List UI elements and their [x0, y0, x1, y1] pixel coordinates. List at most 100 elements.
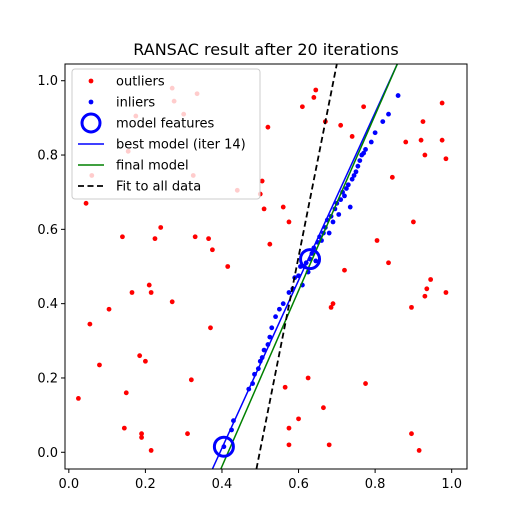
legend-label: model features	[116, 117, 215, 132]
legend-item-outliers: outliers	[88, 75, 165, 90]
legend-marker	[88, 78, 94, 84]
chart-title: RANSAC result after 20 iterations	[133, 40, 398, 59]
outlier-point	[129, 290, 135, 295]
fit-all-line	[255, 64, 338, 469]
inlier-point	[357, 158, 363, 164]
outlier-point	[280, 204, 286, 210]
outlier-point	[158, 225, 164, 230]
inlier-point	[273, 314, 278, 320]
inlier-point	[326, 230, 332, 236]
x-axis: 0.0 0.2 0.4 0.6 0.8 1.0	[58, 469, 462, 492]
axes-frame	[64, 63, 468, 470]
y-axis: 0.0 0.2 0.4 0.6 0.8 1.0	[37, 74, 65, 461]
x-tick-label: 0.8	[365, 477, 386, 492]
outlier-point	[338, 122, 344, 128]
outlier-point	[139, 435, 144, 440]
legend-label: final model	[116, 159, 189, 174]
inlier-point	[347, 204, 353, 210]
outlier-point	[409, 431, 414, 437]
outlier-point	[97, 362, 102, 368]
outlier-point	[363, 381, 368, 386]
legend-item-best-model: best model (iter 14)	[78, 138, 246, 153]
outlier-point	[403, 139, 409, 145]
legend-label: inliers	[116, 96, 155, 111]
outlier-point	[422, 152, 428, 158]
outlier-point	[106, 306, 112, 312]
outlier-point	[374, 238, 380, 243]
outlier-point	[428, 277, 434, 282]
y-tick-label: 0.0	[37, 446, 58, 461]
legend-marker	[88, 99, 94, 105]
outlier-point	[443, 290, 449, 295]
outlier-point	[152, 236, 158, 242]
outlier-point	[349, 134, 355, 139]
inlier-point	[269, 325, 275, 331]
final-model-line	[220, 64, 399, 469]
outlier-point	[311, 95, 317, 100]
model-feature-ring	[212, 435, 235, 458]
outlier-point	[87, 321, 93, 327]
legend-item-inliers: inliers	[88, 96, 155, 111]
model-feature-ring	[299, 248, 322, 271]
outlier-point	[261, 206, 267, 212]
inlier-point	[345, 182, 351, 188]
outlier-point	[286, 442, 292, 448]
outlier-point	[422, 293, 428, 299]
inlier-point	[386, 111, 391, 117]
inlier-point	[363, 147, 368, 152]
outlier-point	[361, 104, 367, 110]
outlier-point	[120, 234, 125, 240]
x-tick-label: 1.0	[441, 477, 462, 492]
y-tick-label: 0.8	[37, 149, 58, 164]
outlier-point	[146, 282, 152, 288]
inlier-point	[361, 150, 367, 156]
outlier-point	[148, 448, 154, 453]
inlier-point	[277, 306, 282, 312]
outlier-point	[185, 431, 190, 437]
inlier-point	[368, 139, 374, 145]
legend: outliers inliers model features best model …	[71, 68, 261, 200]
outlier-point	[411, 219, 416, 225]
inlier-point	[372, 130, 378, 136]
outlier-point	[148, 290, 154, 295]
outlier-point	[188, 377, 194, 383]
outlier-point	[208, 325, 213, 331]
legend-label: Fit to all data	[116, 180, 201, 195]
inlier-point	[261, 347, 267, 353]
y-tick-label: 0.6	[37, 223, 58, 238]
outlier-point	[169, 299, 175, 305]
legend-marker	[80, 112, 102, 134]
inlier-point	[353, 169, 359, 175]
inlier-point	[330, 219, 336, 225]
outlier-point	[123, 390, 129, 396]
outlier-point	[143, 358, 148, 364]
inlier-point	[395, 93, 401, 98]
outlier-point	[418, 137, 424, 143]
outlier-point	[313, 87, 319, 93]
inlier-point	[267, 334, 273, 340]
inlier-point	[355, 163, 361, 169]
outlier-point	[328, 304, 334, 310]
outlier-point	[321, 405, 326, 411]
legend-item-fit-all: Fit to all data	[78, 180, 201, 195]
outlier-point	[299, 104, 305, 110]
outlier-point	[121, 425, 127, 431]
x-tick-label: 0.2	[135, 477, 156, 492]
legend-item-final-model: final model	[78, 159, 189, 174]
outlier-point	[443, 156, 449, 162]
outlier-point	[386, 260, 391, 266]
inlier-point	[344, 186, 349, 191]
outlier-point	[439, 100, 445, 106]
y-tick-label: 0.2	[37, 371, 58, 386]
outlier-point	[267, 241, 273, 247]
y-tick-label: 0.4	[37, 297, 58, 312]
inlier-point	[280, 301, 286, 307]
y-tick-label: 1.0	[37, 74, 58, 89]
inlier-point	[286, 290, 292, 295]
inlier-point	[313, 258, 319, 264]
outlier-point	[439, 137, 445, 143]
outlier-point	[282, 384, 288, 390]
legend-box	[71, 68, 261, 200]
outlier-point	[192, 234, 198, 240]
